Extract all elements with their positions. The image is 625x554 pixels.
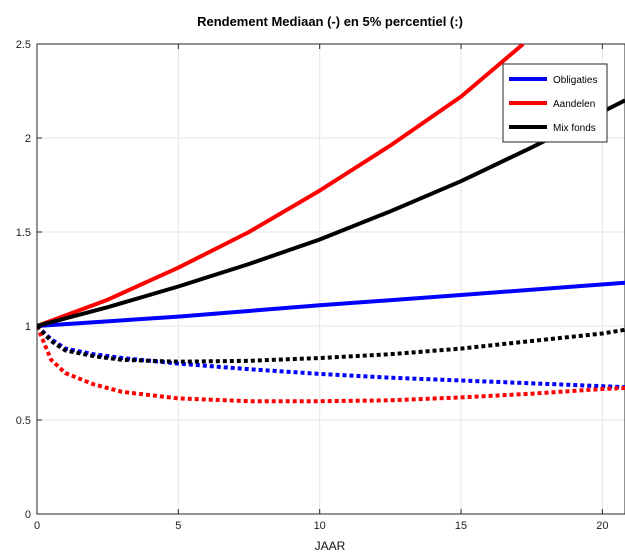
chart-title: Rendement Mediaan (-) en 5% percentiel (… xyxy=(197,14,463,29)
series-line-median-0 xyxy=(37,280,625,328)
x-tick-label: 5 xyxy=(175,520,181,532)
x-tick-label: 10 xyxy=(314,520,326,532)
y-tick-label: 0 xyxy=(25,509,31,521)
x-tick-label: 0 xyxy=(34,520,40,532)
x-tick-label: 15 xyxy=(455,520,467,532)
series-line-percentile-4 xyxy=(37,325,625,404)
y-tick-label: 2 xyxy=(25,133,31,145)
x-axis-label: JAAR xyxy=(315,539,346,553)
axis-ticks: 0 5 10 15 20 0 0.5 1 1.5 2 2.5 xyxy=(16,39,609,532)
x-tick-label: 20 xyxy=(596,520,608,532)
y-tick-label: 0.5 xyxy=(16,415,31,427)
series-line-percentile-5 xyxy=(37,324,625,364)
legend: Obligaties Aandelen Mix fonds xyxy=(502,63,608,143)
y-tick-label: 1.5 xyxy=(16,227,31,239)
legend-label: Obligaties xyxy=(553,75,597,86)
series-line-median-2 xyxy=(37,98,625,328)
legend-label: Aandelen xyxy=(553,99,595,110)
y-tick-label: 1 xyxy=(25,321,31,333)
legend-label: Mix fonds xyxy=(553,123,596,134)
y-tick-label: 2.5 xyxy=(16,39,31,51)
series-group xyxy=(37,44,625,404)
series-line-median-1 xyxy=(37,44,525,328)
plot-frame xyxy=(36,43,625,515)
